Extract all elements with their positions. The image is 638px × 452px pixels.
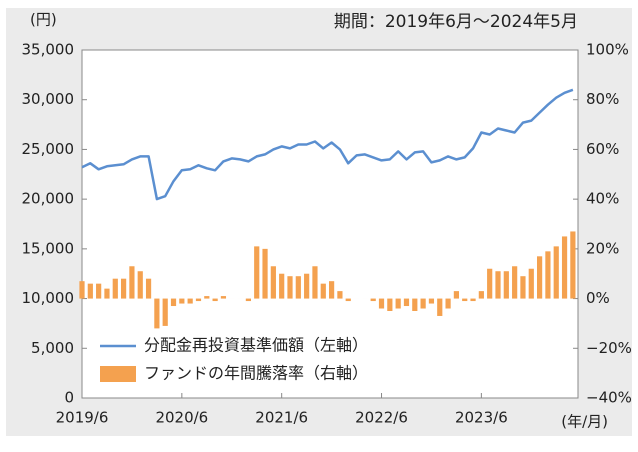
bar [420, 298, 426, 309]
chart-title: 期間：2019年6月～2024年5月 [334, 12, 578, 32]
y2-tick-label: −20% [586, 339, 632, 357]
bar [154, 298, 160, 329]
bar [520, 276, 526, 299]
bar [478, 291, 484, 299]
bar [112, 278, 118, 299]
bar [104, 288, 110, 299]
bar [470, 298, 476, 302]
y2-tick-label: 60% [586, 140, 619, 158]
bar [403, 298, 410, 307]
legend-swatch [100, 366, 136, 382]
bar [395, 298, 401, 309]
x-tick-label: 2022/6 [355, 409, 408, 427]
bar [137, 271, 143, 299]
bar [345, 298, 351, 302]
y2-tick-label: −40% [586, 389, 632, 407]
legend-label: 分配金再投資基準価額（左軸） [144, 336, 368, 355]
y2-tick-label: 80% [586, 90, 619, 108]
bar [437, 298, 443, 316]
y2-tick-label: 40% [586, 190, 619, 208]
bar [570, 231, 576, 299]
bar [412, 298, 418, 311]
bar [270, 266, 276, 299]
y2-tick-label: 20% [586, 239, 619, 257]
bar [370, 298, 376, 302]
bar [262, 248, 268, 299]
bar [287, 276, 293, 299]
bar [312, 266, 318, 299]
bar [204, 296, 210, 299]
y2-tick-label: 100% [586, 41, 629, 59]
y-tick-label: 5,000 [31, 339, 74, 357]
bar [179, 298, 185, 304]
bar [96, 283, 102, 299]
x-tick-label: 2019/6 [56, 409, 109, 427]
bar [129, 266, 135, 299]
y2-tick-label: 0% [586, 289, 610, 307]
bar [145, 278, 152, 299]
bar [87, 283, 93, 299]
y-tick-label: 10,000 [22, 289, 75, 307]
x-tick-label: 2021/6 [255, 409, 308, 427]
bar [561, 236, 568, 299]
bar [79, 281, 85, 299]
y-axis-label: (円) [30, 11, 57, 29]
bar [495, 271, 501, 299]
bar [462, 298, 468, 302]
bar [528, 268, 534, 299]
bar [445, 298, 451, 309]
bar [320, 283, 326, 299]
x-tick-label: 2020/6 [155, 409, 208, 427]
y-tick-label: 35,000 [22, 41, 75, 59]
y-tick-label: 15,000 [22, 239, 75, 257]
bar [254, 246, 260, 299]
bar [187, 298, 193, 304]
bar [162, 298, 168, 326]
bar [279, 273, 285, 299]
bar [304, 273, 310, 299]
bar [212, 298, 218, 302]
bar [121, 278, 127, 299]
plot-area [81, 49, 579, 399]
y-tick-label: 30,000 [22, 90, 75, 108]
bar [487, 268, 493, 299]
bar [453, 291, 459, 299]
y-tick-label: 25,000 [22, 140, 75, 158]
bar [378, 298, 385, 309]
bar [537, 256, 543, 299]
bar [545, 251, 551, 299]
legend-label: ファンドの年間騰落率（右軸） [144, 364, 368, 383]
bar [387, 298, 393, 311]
bar [337, 291, 343, 299]
bar [553, 246, 559, 299]
x-axis-label: (年/月) [561, 413, 608, 431]
bar [220, 296, 227, 299]
bar [512, 266, 518, 299]
x-tick-label: 2023/6 [455, 409, 508, 427]
bar [428, 298, 435, 304]
bar [170, 298, 177, 307]
line [81, 88, 574, 201]
bar [295, 276, 301, 299]
bar [245, 298, 251, 302]
bar [329, 281, 335, 299]
y-tick-label: 20,000 [22, 190, 75, 208]
bar [503, 271, 509, 299]
y-tick-label: 0 [64, 389, 74, 407]
bar [195, 298, 202, 302]
